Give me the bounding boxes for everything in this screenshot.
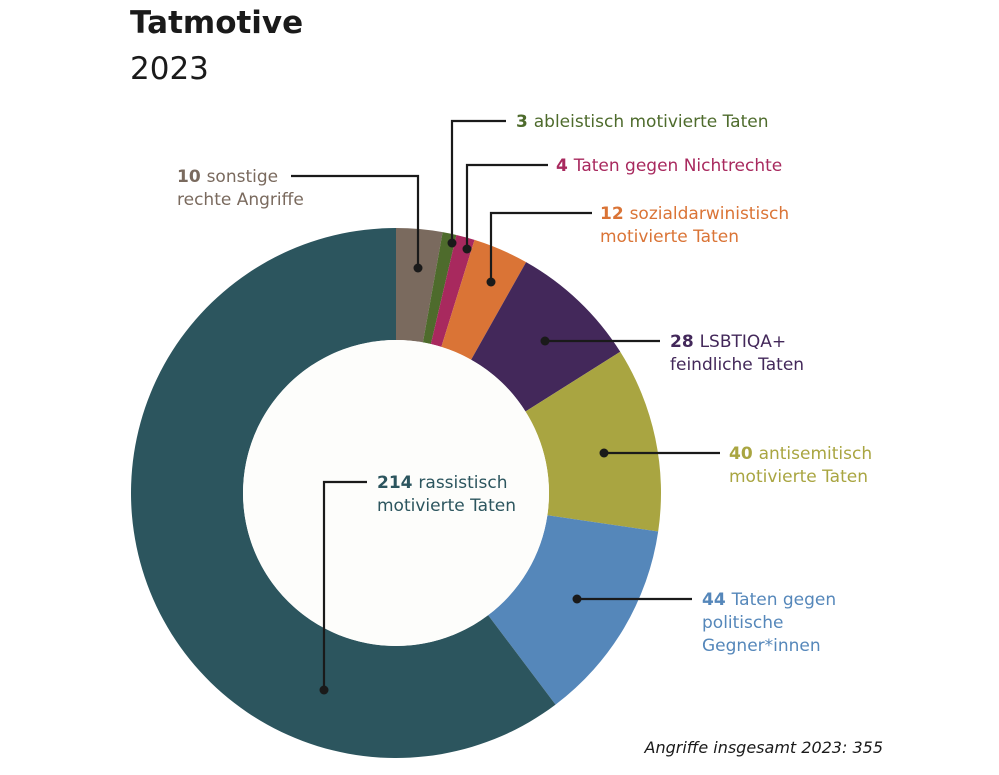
chart-subtitle: 2023: [130, 51, 209, 87]
slice-label-6-line-2: Gegner*innen: [702, 636, 821, 656]
slice-label-4-line-0: 28 LSBTIQA+: [670, 332, 786, 352]
slice-text-6: Taten gegen: [731, 590, 837, 610]
slice-text-1: ableistisch motivierte Taten: [534, 112, 769, 132]
slice-text-5: antisemitisch: [759, 444, 873, 464]
leader-dot-6: [572, 594, 582, 604]
leader-dot-3: [486, 277, 496, 287]
slice-1: [422, 232, 457, 345]
slice-value-1: 3: [516, 112, 534, 132]
slice-5: [525, 351, 661, 532]
chart-title: Tatmotive: [130, 5, 303, 41]
slice-label-6-line-0: 44 Taten gegen: [702, 590, 836, 610]
leader-dot-1: [447, 238, 457, 248]
slice-label-2-line-0: 4 Taten gegen Nichtrechte: [556, 156, 782, 176]
total-note: Angriffe insgesamt 2023: 355: [644, 738, 883, 757]
leader-dot-2: [462, 244, 472, 254]
slice-0: [396, 228, 443, 343]
labels-group: 10 sonstige rechte Angriffe 3 ableistisch …: [177, 112, 872, 656]
slice-text-4: LSBTIQA+: [700, 332, 787, 352]
leader-line-1: [450, 119, 506, 243]
leaders-group: [291, 119, 720, 695]
leader-line-0: [291, 174, 420, 268]
donut-hole: [243, 340, 549, 646]
leader-dot-7: [319, 685, 329, 695]
slice-value-2: 4: [556, 156, 574, 176]
slice-text-3: sozialdarwinistisch: [630, 204, 790, 224]
slice-value-5: 40: [729, 444, 759, 464]
slice-text-0: sonstige: [207, 167, 279, 187]
slice-label-0-line-0: 10 sonstige: [177, 167, 278, 187]
slice-label-0-line-1: rechte Angriffe: [177, 190, 304, 210]
slice-label-5-line-1: motivierte Taten: [729, 467, 868, 487]
slice-2: [430, 234, 475, 347]
slice-text-7: rassistisch: [418, 473, 507, 493]
slice-label-4-line-1: feindliche Taten: [670, 355, 804, 375]
slice-value-6: 44: [702, 590, 732, 610]
leader-dot-5: [599, 448, 609, 458]
slice-label-3-line-1: motivierte Taten: [600, 227, 739, 247]
slice-value-0: 10: [177, 167, 207, 187]
slice-label-5-line-0: 40 antisemitisch: [729, 444, 872, 464]
slice-value-4: 28: [670, 332, 700, 352]
leader-dot-4: [540, 336, 550, 346]
slice-label-3-line-0: 12 sozialdarwinistisch: [600, 204, 789, 224]
slice-text-2: Taten gegen Nichtrechte: [573, 156, 783, 176]
slice-6: [488, 515, 659, 705]
slice-value-7: 214: [377, 473, 418, 493]
slice-label-7-line-0: 214 rassistisch: [377, 473, 507, 493]
leader-line-3: [489, 211, 592, 282]
slice-label-6-line-1: politische: [702, 613, 783, 633]
leader-dot-0: [413, 263, 423, 273]
slice-7: [131, 228, 556, 758]
leader-line-7: [322, 480, 367, 690]
slice-label-7-line-1: motivierte Taten: [377, 496, 516, 516]
leader-line-2: [465, 163, 548, 249]
slice-value-3: 12: [600, 204, 630, 224]
slice-3: [441, 239, 527, 360]
slice-label-1-line-0: 3 ableistisch motivierte Taten: [516, 112, 769, 132]
